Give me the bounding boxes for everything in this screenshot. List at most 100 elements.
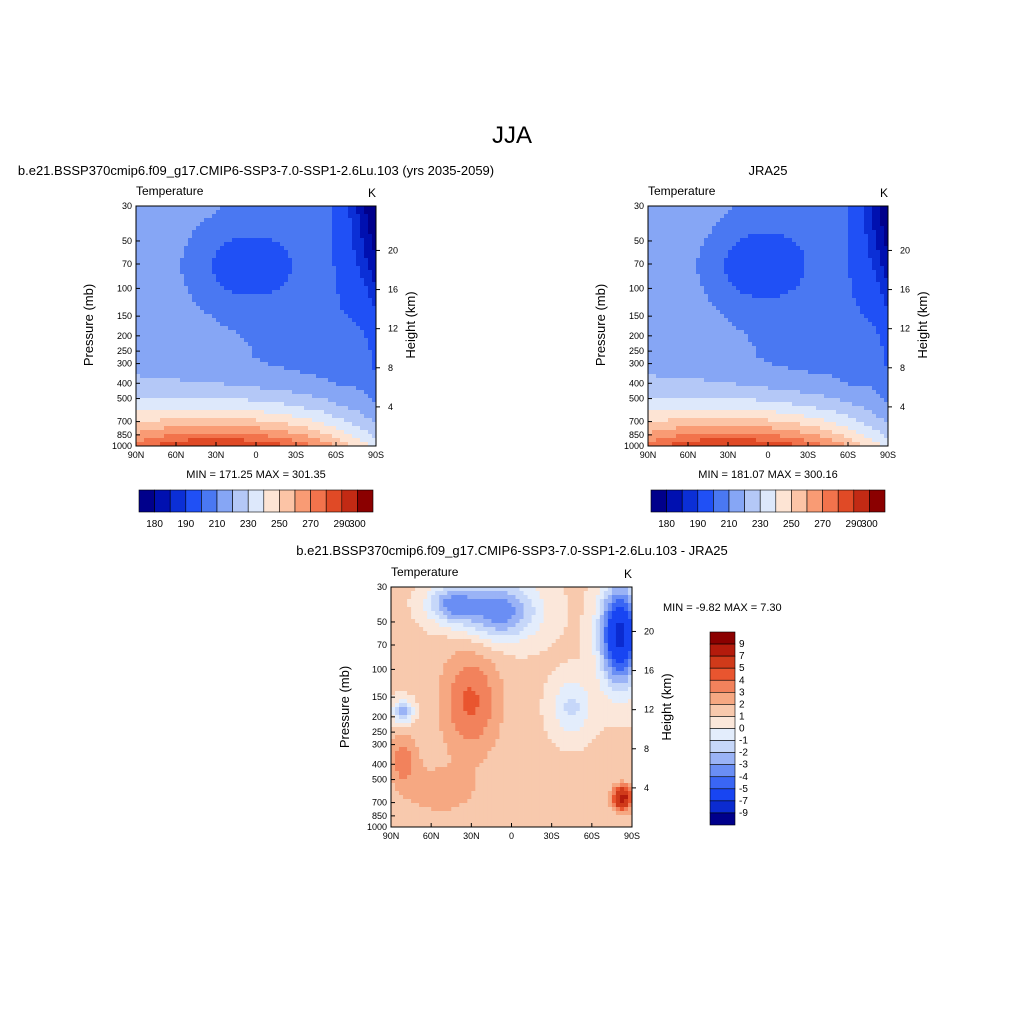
contour-cell bbox=[276, 378, 281, 383]
contour-cell bbox=[276, 262, 281, 267]
contour-cell bbox=[244, 406, 249, 411]
contour-cell bbox=[236, 442, 241, 447]
contour-cell bbox=[212, 430, 217, 435]
contour-cell bbox=[700, 222, 705, 227]
contour-cell bbox=[732, 278, 737, 283]
contour-cell bbox=[368, 258, 373, 263]
contour-cell bbox=[348, 206, 353, 211]
contour-cell bbox=[236, 338, 241, 343]
contour-cell bbox=[312, 270, 317, 275]
contour-cell bbox=[200, 206, 205, 211]
contour-cell bbox=[216, 442, 221, 447]
contour-cell bbox=[228, 346, 233, 351]
contour-cell bbox=[212, 330, 217, 335]
contour-cell bbox=[748, 222, 753, 227]
contour-cell bbox=[848, 286, 853, 291]
contour-cell bbox=[212, 438, 217, 443]
contour-cell bbox=[340, 258, 345, 263]
colorbar-swatch bbox=[357, 489, 374, 513]
contour-cell bbox=[180, 390, 185, 395]
contour-cell bbox=[356, 250, 361, 255]
contour-cell bbox=[276, 362, 281, 367]
contour-cell bbox=[332, 210, 337, 215]
colorbar-label: 300 bbox=[349, 519, 366, 530]
contour-cell bbox=[864, 254, 869, 259]
contour-cell bbox=[768, 222, 773, 227]
contour-cell bbox=[204, 250, 209, 255]
contour-cell bbox=[168, 286, 173, 291]
contour-cell bbox=[172, 254, 177, 259]
contour-cell bbox=[360, 402, 365, 407]
contour-cell bbox=[364, 442, 369, 447]
contour-cell bbox=[348, 310, 353, 315]
contour-cell bbox=[324, 262, 329, 267]
contour-cell bbox=[196, 370, 201, 375]
contour-cell bbox=[144, 222, 149, 227]
contour-cell bbox=[296, 310, 301, 315]
colorbar-swatch bbox=[263, 489, 280, 513]
contour-cell bbox=[688, 290, 693, 295]
contour-cell bbox=[208, 286, 213, 291]
contour-cell bbox=[340, 214, 345, 219]
contour-cell bbox=[176, 346, 181, 351]
contour-cell bbox=[232, 282, 237, 287]
contour-cell bbox=[304, 426, 309, 431]
contour-cell bbox=[748, 274, 753, 279]
contour-cell bbox=[276, 246, 281, 251]
contour-cell bbox=[260, 430, 265, 435]
contour-cell bbox=[880, 214, 885, 219]
contour-cell bbox=[696, 266, 701, 271]
contour-cell bbox=[792, 218, 797, 223]
contour-cell bbox=[328, 362, 333, 367]
contour-cell bbox=[200, 274, 205, 279]
contour-cell bbox=[288, 410, 293, 415]
contour-cell bbox=[272, 262, 277, 267]
contour-cell bbox=[368, 238, 373, 243]
contour-cell bbox=[868, 238, 873, 243]
contour-cell bbox=[648, 226, 653, 231]
contour-cell bbox=[176, 434, 181, 439]
contour-cell bbox=[152, 242, 157, 247]
contour-cell bbox=[176, 390, 181, 395]
contour-cell bbox=[324, 270, 329, 275]
contour-cell bbox=[772, 274, 777, 279]
contour-cell bbox=[276, 222, 281, 227]
contour-cell bbox=[168, 326, 173, 331]
contour-cell bbox=[212, 338, 217, 343]
contour-cell bbox=[824, 270, 829, 275]
contour-cell bbox=[228, 378, 233, 383]
contour-cell bbox=[860, 226, 865, 231]
contour-cell bbox=[196, 382, 201, 387]
contour-cell bbox=[304, 314, 309, 319]
contour-cell bbox=[136, 246, 141, 251]
contour-cell bbox=[140, 282, 145, 287]
contour-cell bbox=[368, 278, 373, 283]
contour-cell bbox=[264, 322, 269, 327]
contour-cell bbox=[276, 366, 281, 371]
contour-cell bbox=[236, 398, 241, 403]
contour-cell bbox=[168, 350, 173, 355]
contour-cell bbox=[180, 358, 185, 363]
contour-cell bbox=[272, 314, 277, 319]
contour-cell bbox=[324, 230, 329, 235]
contour-cell bbox=[200, 278, 205, 283]
contour-cell bbox=[324, 246, 329, 251]
contour-cell bbox=[684, 250, 689, 255]
contour-field bbox=[648, 206, 889, 447]
contour-cell bbox=[808, 206, 813, 211]
contour-cell bbox=[792, 254, 797, 259]
contour-cell bbox=[804, 254, 809, 259]
contour-cell bbox=[304, 410, 309, 415]
contour-cell bbox=[324, 398, 329, 403]
contour-cell bbox=[308, 294, 313, 299]
contour-cell bbox=[368, 358, 373, 363]
contour-cell bbox=[196, 234, 201, 239]
contour-cell bbox=[816, 258, 821, 263]
contour-cell bbox=[792, 238, 797, 243]
contour-cell bbox=[168, 390, 173, 395]
contour-cell bbox=[152, 302, 157, 307]
contour-cell bbox=[796, 210, 801, 215]
contour-cell bbox=[260, 322, 265, 327]
contour-cell bbox=[228, 326, 233, 331]
contour-cell bbox=[168, 442, 173, 447]
